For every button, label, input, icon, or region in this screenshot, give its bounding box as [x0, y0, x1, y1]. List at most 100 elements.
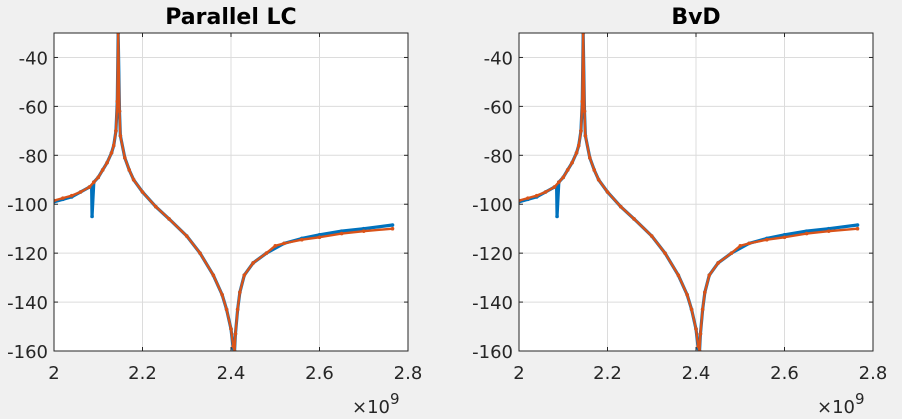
series-1-point	[100, 168, 105, 172]
series-group	[54, 33, 395, 351]
series-1-point	[685, 292, 689, 297]
series-1-point	[649, 234, 654, 238]
series-1-point	[127, 168, 132, 172]
series-1-point	[109, 151, 114, 155]
series-1-point	[576, 143, 581, 148]
y-tick-label: -160	[7, 342, 48, 363]
series-1-point	[663, 251, 667, 255]
series-1-point	[184, 234, 189, 238]
series-1-point	[747, 241, 751, 246]
series-1-point	[804, 231, 809, 236]
y-tick-label: -80	[19, 146, 48, 167]
series-1-point	[140, 190, 145, 194]
x-tick-label: 2.4	[217, 363, 246, 384]
x-tick-label: 2.8	[859, 363, 888, 384]
x-scale-exponent: 9	[390, 390, 400, 408]
x-tick-label: 2	[513, 363, 524, 384]
series-1-point	[618, 204, 623, 209]
chart-bvd: 2 2.2 2.4 2.6 2.8 -160 -140 -120 -100 -80 -60 -40 Bv…	[472, 5, 887, 418]
y-tick-label: -60	[484, 97, 513, 118]
series-1-point	[574, 151, 579, 155]
series-1-point	[738, 244, 743, 248]
series-1-point	[855, 226, 860, 231]
series-1-point	[534, 193, 539, 198]
series-0-point	[555, 214, 559, 219]
series-1-point	[707, 273, 712, 277]
series-1-point	[123, 155, 127, 160]
series-1-point	[238, 290, 242, 295]
series-1-point	[167, 217, 171, 221]
y-tick-label: -140	[7, 293, 48, 314]
series-1-point	[703, 290, 707, 295]
x-scale-exponent: 9	[855, 390, 865, 408]
series-1-point	[117, 109, 122, 114]
series-0-point	[90, 214, 94, 219]
series-1-point	[729, 251, 734, 255]
series-group	[519, 33, 860, 351]
series-1-point	[96, 175, 101, 180]
series-1-point	[592, 168, 597, 172]
series-1-point	[700, 307, 705, 312]
series-1-point	[632, 217, 636, 221]
series-1-point	[716, 261, 720, 265]
y-tick-label: -60	[19, 97, 48, 118]
x-scale-label: ×109	[817, 390, 865, 418]
series-1-point	[557, 180, 561, 185]
x-tick-label: 2	[48, 363, 59, 384]
series-1-point	[826, 229, 831, 233]
series-1-point	[231, 344, 236, 348]
series-1-point	[264, 251, 269, 255]
x-tick-label: 2.2	[128, 363, 157, 384]
series-1-point	[570, 160, 574, 165]
series-1-point	[552, 185, 557, 189]
series-1-point	[114, 129, 118, 133]
series-1-point	[561, 175, 566, 180]
y-tick-label: -100	[7, 195, 48, 216]
series-1-point	[694, 327, 698, 331]
series-1-point	[583, 133, 588, 138]
series-1-point	[233, 332, 238, 336]
x-tick-label: 2.2	[593, 363, 622, 384]
series-1-point	[317, 235, 322, 240]
series-1-point	[361, 229, 366, 233]
series-1-point	[235, 307, 240, 312]
series-1-point	[273, 244, 278, 248]
chart-title: BvD	[671, 5, 720, 30]
series-1-point	[92, 180, 96, 185]
y-tick-label: -80	[484, 146, 513, 167]
series-1-point	[582, 109, 587, 114]
series-1-point	[131, 177, 136, 182]
series-1-point	[698, 332, 703, 336]
y-tick-label: -100	[472, 195, 513, 216]
series-0-point	[390, 223, 395, 227]
y-tick-label: -140	[472, 293, 513, 314]
chart-title: Parallel LC	[165, 5, 296, 30]
y-tick-label: -160	[472, 342, 513, 363]
x-tick-label: 2.6	[305, 363, 334, 384]
x-tick-label: 2.8	[394, 363, 423, 384]
series-0-point	[855, 223, 860, 227]
x-scale-label: ×109	[352, 390, 400, 418]
y-tick-label: -40	[484, 48, 513, 69]
y-tick-label: -120	[472, 244, 513, 265]
series-1-point	[69, 193, 74, 198]
series-1-point	[605, 190, 610, 194]
series-1-point	[580, 99, 585, 104]
series-1-point	[526, 196, 530, 200]
series-1-point	[565, 168, 570, 172]
series-1-point	[765, 237, 769, 242]
series-1-point	[339, 231, 344, 236]
series-1-point	[220, 292, 224, 297]
series-1-point	[118, 133, 123, 138]
series-1-point	[224, 307, 229, 312]
series-1-point	[782, 235, 787, 240]
series-1-point	[115, 99, 120, 104]
series-1-point	[111, 143, 116, 148]
series-1-point	[596, 177, 601, 182]
series-1-point	[211, 273, 216, 277]
series-1-point	[696, 344, 701, 348]
series-1-point	[676, 273, 681, 277]
series-1-point	[229, 327, 233, 331]
series-1-point	[251, 261, 255, 265]
y-tick-label: -40	[19, 48, 48, 69]
